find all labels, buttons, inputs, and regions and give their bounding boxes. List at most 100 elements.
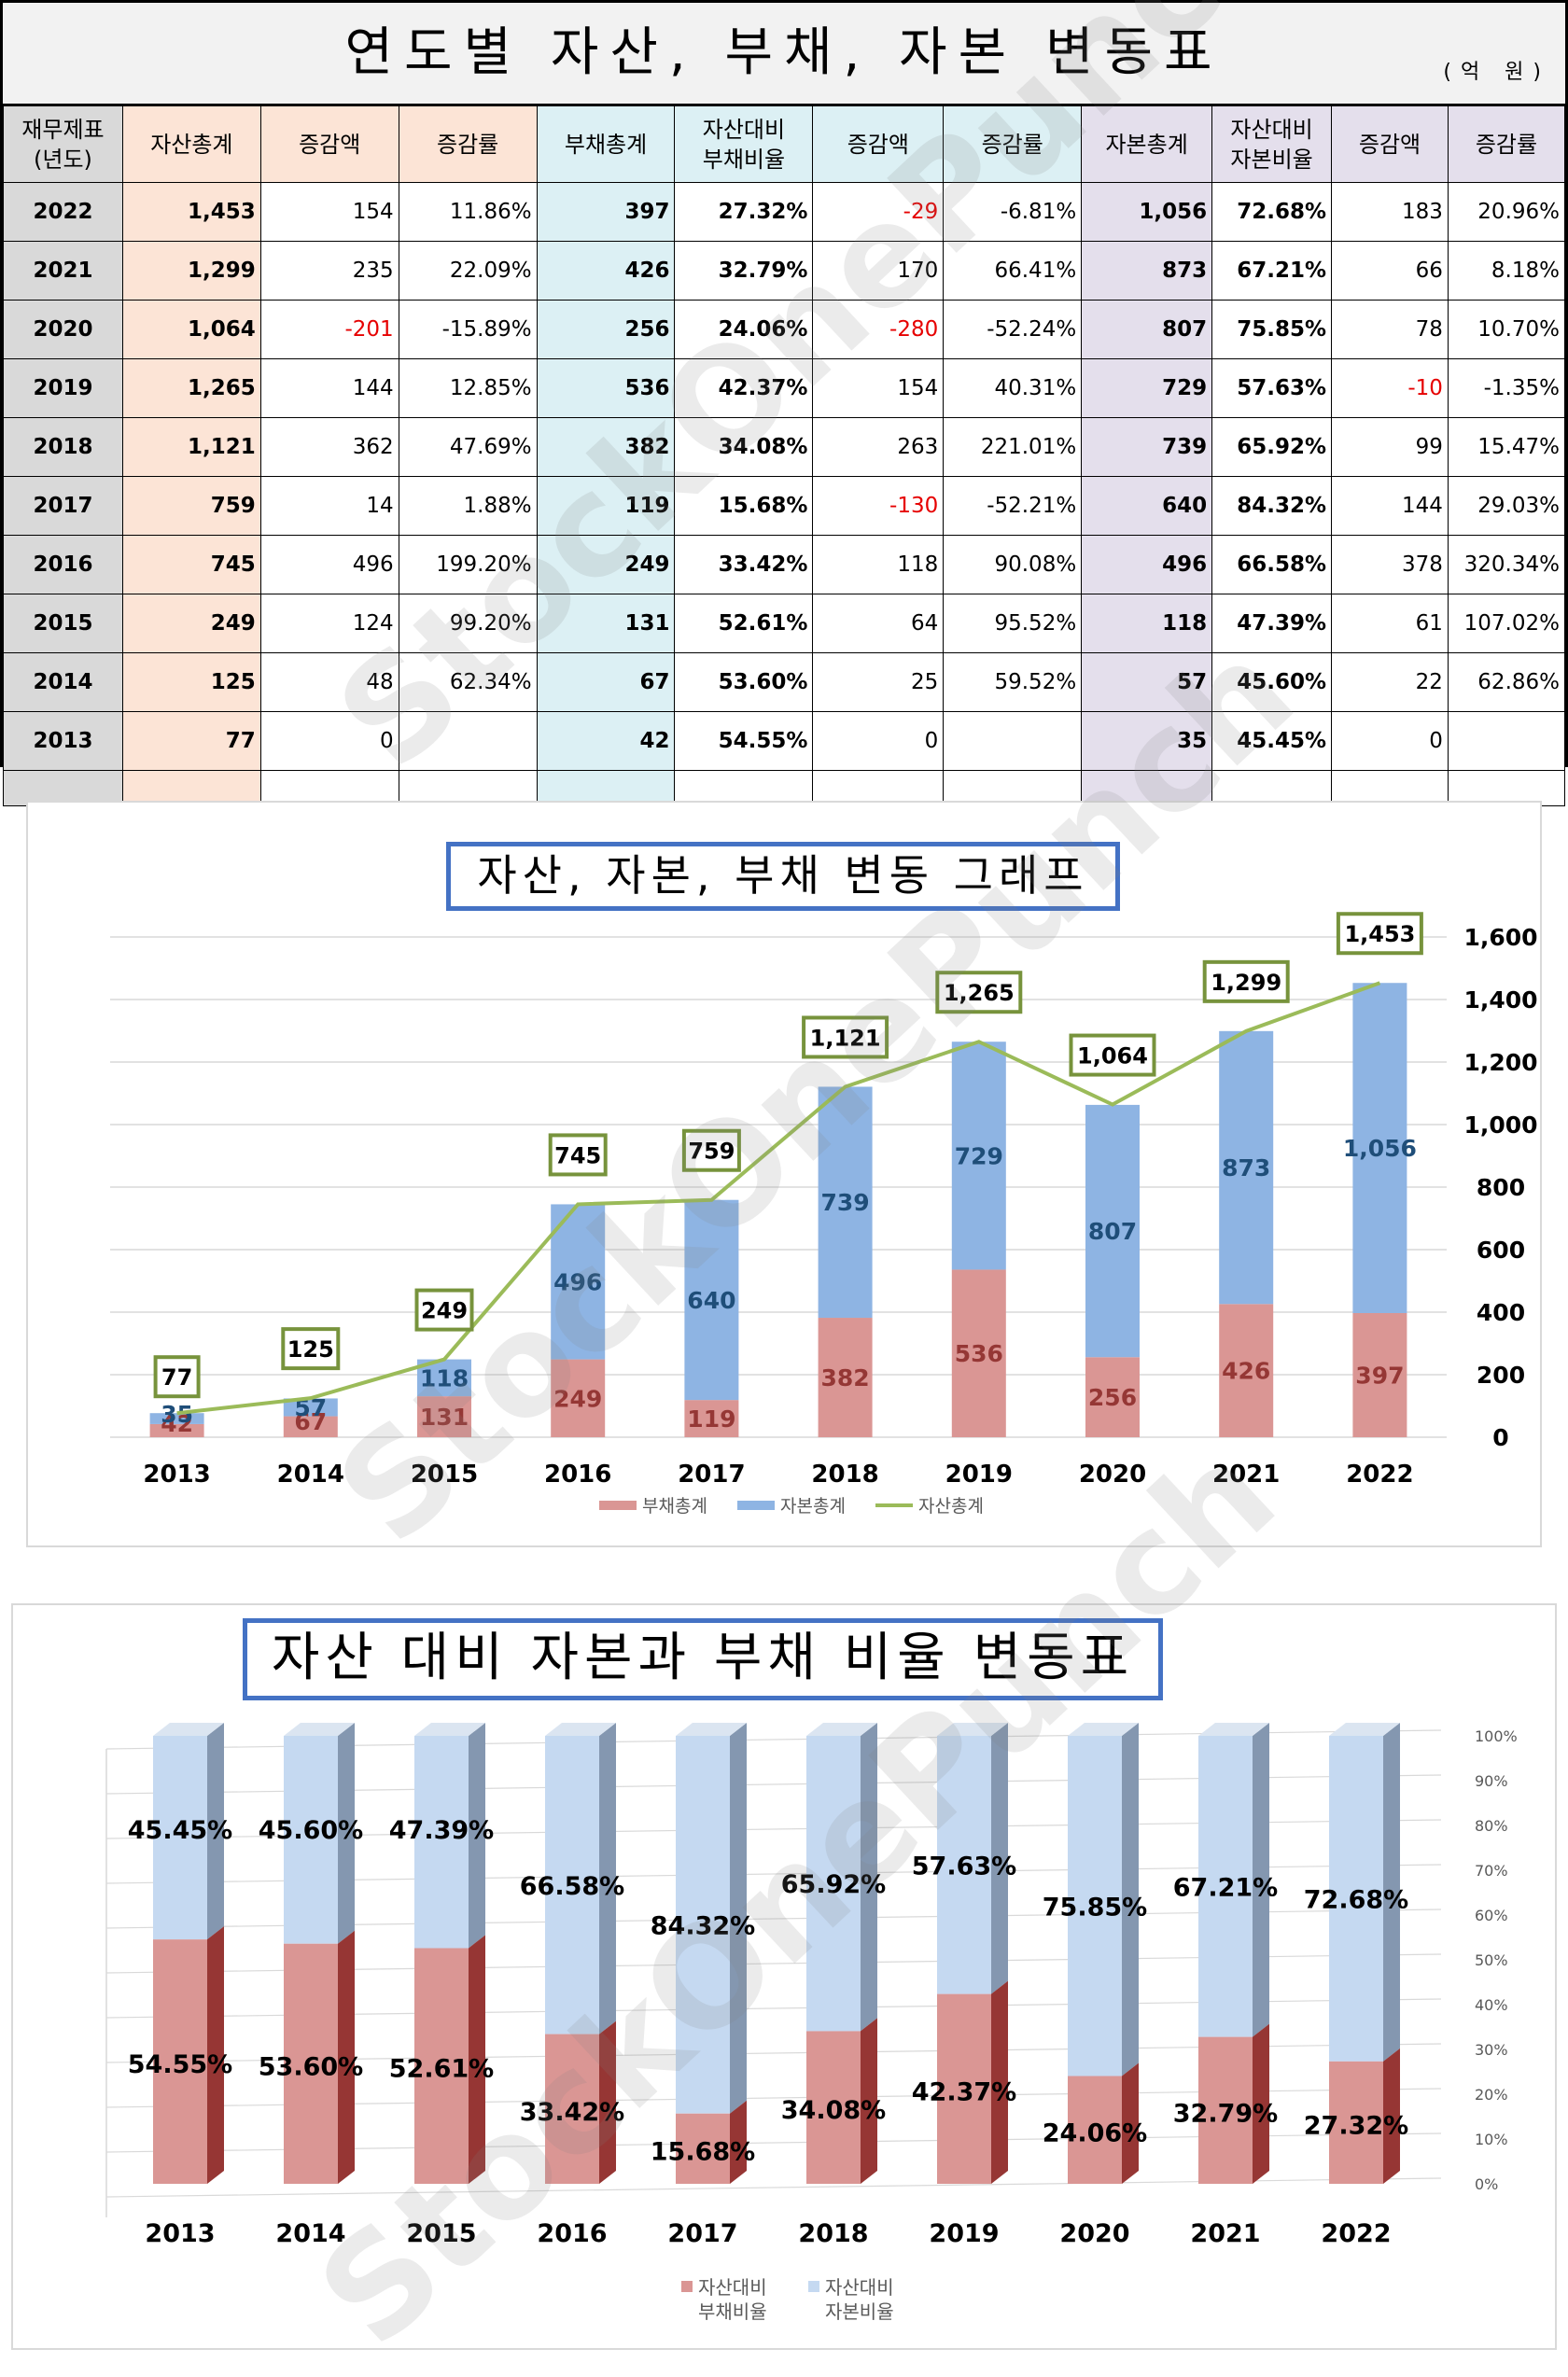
cell-assets-change: 496	[259, 535, 399, 594]
header-equity-rate: 증감률	[1447, 105, 1566, 183]
cell-equity-ratio: 67.21%	[1211, 241, 1333, 301]
cell-blank	[674, 770, 814, 806]
bar-equity-ratio-side	[861, 1723, 877, 2032]
bar-equity	[951, 1042, 1006, 1270]
cell-assets-change: 235	[259, 241, 399, 301]
y-tick-label: 40%	[1475, 1996, 1508, 2014]
cell-assets-change: 0	[259, 711, 399, 771]
cell-equity-total: 1,056	[1081, 182, 1213, 242]
header-liab-total: 부채총계	[536, 105, 676, 183]
header-assets-rate: 증감률	[398, 105, 538, 183]
bar-liab-ratio-side	[207, 1926, 224, 2184]
cell-assets-change: 48	[259, 652, 399, 712]
label-liab: 249	[553, 1385, 602, 1412]
bar-liab-ratio-side	[599, 2020, 616, 2184]
cell-equity-rate: 10.70%	[1447, 300, 1566, 359]
cell-liab-ratio: 24.06%	[674, 300, 814, 359]
y-tick-label: 30%	[1475, 2041, 1508, 2059]
financial-table-section: 연도별 자산, 부채, 자본 변동표 (억 원) 재무제표 (년도) 자산총계 …	[0, 0, 1568, 806]
bar-equity	[1352, 983, 1407, 1314]
label-equity: 1,056	[1343, 1135, 1417, 1162]
bar-equity-ratio-side	[207, 1723, 224, 1940]
table-row: 2014 125 48 62.34% 67 53.60% 25 59.52% 57 45.60% 2…	[3, 652, 1566, 712]
cell-liab-rate: 40.31%	[943, 358, 1083, 418]
bar-liab	[149, 1423, 204, 1437]
cell-assets-rate: 47.69%	[398, 417, 538, 477]
bar-equity-ratio	[545, 1736, 599, 2034]
label-liab: 397	[1355, 1363, 1404, 1390]
cell-blank	[1081, 770, 1213, 806]
bar-equity-ratio-top	[414, 1723, 485, 1736]
label-liab: 426	[1222, 1358, 1270, 1385]
cell-liab-ratio: 52.61%	[674, 594, 814, 653]
x-tick-label: 2020	[1079, 1461, 1146, 1489]
cell-assets-rate	[398, 711, 538, 771]
bar-equity-ratio-top	[806, 1723, 877, 1736]
table-row: 2015 249 124 99.20% 131 52.61% 64 95.52% 118 47.3…	[3, 594, 1566, 653]
label-equity: 35	[161, 1401, 193, 1428]
legend-swatch	[808, 2281, 819, 2292]
legend-swatch	[681, 2281, 693, 2292]
bar-liab-ratio-side	[730, 2100, 747, 2184]
cell-equity-ratio: 65.92%	[1211, 417, 1333, 477]
cell-year: 2014	[3, 652, 123, 712]
cell-equity-ratio: 75.85%	[1211, 300, 1333, 359]
cell-equity-total: 807	[1081, 300, 1213, 359]
cell-assets-total: 1,064	[121, 300, 261, 359]
cell-liab-change: 170	[812, 241, 945, 301]
table-row: 2019 1,265 144 12.85% 536 42.37% 154 40.31% 729 5…	[3, 358, 1566, 418]
bar-equity-ratio-top	[284, 1723, 355, 1736]
label-assets: 759	[688, 1139, 735, 1165]
label-liab: 256	[1088, 1384, 1137, 1411]
bar-liab-ratio-side	[991, 1980, 1008, 2184]
cell-liab-rate: 95.52%	[943, 594, 1083, 653]
cell-liab-total: 131	[536, 594, 676, 653]
bar-equity-ratio	[806, 1736, 861, 2032]
cell-assets-rate: 22.09%	[398, 241, 538, 301]
bar-equity-ratio-top	[1198, 1723, 1269, 1736]
label-box-assets	[548, 1133, 608, 1177]
label-equity-ratio: 57.63%	[912, 1852, 1016, 1881]
cell-liab-total: 119	[536, 476, 676, 536]
chart2-title-text: 자산 대비 자본과 부채 비율 변동표	[271, 1628, 1135, 1688]
table-row: 2021 1,299 235 22.09% 426 32.79% 170 66.41% 873 6…	[3, 241, 1566, 301]
legend-label: 자본비율	[825, 2300, 894, 2323]
bar-liab-ratio	[937, 1993, 991, 2184]
label-equity-ratio: 45.60%	[259, 1816, 363, 1845]
cell-liab-rate: -52.24%	[943, 300, 1083, 359]
page-title: 연도별 자산, 부채, 자본 변동표	[344, 22, 1224, 83]
cell-equity-rate: 29.03%	[1447, 476, 1566, 536]
label-assets: 1,064	[1077, 1043, 1148, 1070]
cell-liab-ratio: 53.60%	[674, 652, 814, 712]
cell-liab-ratio: 15.68%	[674, 476, 814, 536]
chart1-title-text: 자산, 자본, 부채 변동 그래프	[477, 850, 1089, 901]
line-assets	[176, 981, 1381, 1416]
bar-equity	[684, 1199, 739, 1401]
label-box-assets	[1069, 1033, 1156, 1077]
cell-assets-rate: 62.34%	[398, 652, 538, 712]
legend-label: 부채비율	[698, 2300, 767, 2323]
table-row-blank	[3, 770, 1566, 806]
cell-equity-ratio: 47.39%	[1211, 594, 1333, 653]
cell-year: 2016	[3, 535, 123, 594]
cell-equity-rate: -1.35%	[1447, 358, 1566, 418]
table-row: 2020 1,064 -201 -15.89% 256 24.06% -280 -52.24%…	[3, 300, 1566, 359]
cell-liab-total: 397	[536, 182, 676, 242]
cell-equity-ratio: 72.68%	[1211, 182, 1333, 242]
cell-liab-ratio: 27.32%	[674, 182, 814, 242]
x-tick-label: 2014	[277, 1461, 344, 1489]
cell-assets-rate: -15.89%	[398, 300, 538, 359]
bar-liab	[951, 1269, 1006, 1437]
bar-liab-ratio	[545, 2034, 599, 2184]
cell-assets-change: 14	[259, 476, 399, 536]
x-tick-label: 2021	[1190, 2219, 1260, 2248]
cell-liab-total: 536	[536, 358, 676, 418]
cell-assets-total: 125	[121, 652, 261, 712]
bar-equity-ratio	[937, 1736, 991, 1994]
cell-assets-total: 77	[121, 711, 261, 771]
label-equity-ratio: 65.92%	[781, 1870, 886, 1899]
cell-blank	[943, 770, 1083, 806]
label-equity: 729	[955, 1142, 1003, 1169]
cell-equity-total: 57	[1081, 652, 1213, 712]
bar-equity-ratio	[1329, 1736, 1383, 2062]
